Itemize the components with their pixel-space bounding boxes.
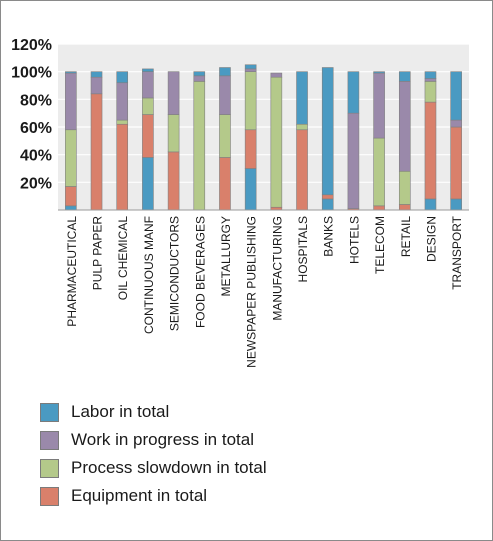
bar-segment bbox=[116, 82, 129, 121]
bar-segment bbox=[142, 68, 154, 72]
x-tick-label: TRANSPORT bbox=[450, 215, 464, 289]
bar-segment bbox=[90, 93, 103, 211]
bar-segment bbox=[193, 75, 206, 82]
bar-segment bbox=[142, 71, 154, 99]
bar-segment bbox=[142, 97, 154, 115]
bar-segment bbox=[270, 72, 283, 78]
x-tick-label: TELECOM bbox=[373, 216, 387, 274]
legend-label: Labor in total bbox=[71, 402, 170, 421]
legend-swatch bbox=[40, 430, 59, 450]
y-tick-label: 80% bbox=[20, 92, 52, 109]
x-tick-label: FOOD BEVERAGES bbox=[193, 216, 207, 328]
bar-segment bbox=[65, 129, 77, 187]
bar-segment bbox=[321, 67, 334, 196]
bar-segment bbox=[244, 168, 257, 211]
y-tick-labels: 20% 40% 60% 80% 100% 120% bbox=[11, 37, 52, 192]
x-tick-label: METALLURGY bbox=[219, 216, 233, 296]
bar-segment bbox=[424, 81, 437, 103]
bar-segment bbox=[193, 71, 206, 77]
bar-segment bbox=[244, 68, 257, 72]
bar-segment bbox=[373, 72, 385, 139]
y-tick-label: 40% bbox=[20, 148, 52, 165]
bar-segment bbox=[116, 119, 129, 125]
legend-swatch bbox=[40, 458, 59, 478]
bar-segment bbox=[296, 71, 308, 125]
bar-segment bbox=[142, 157, 154, 211]
bar-segment bbox=[296, 129, 308, 211]
bar-segment bbox=[65, 72, 77, 131]
bar-segment bbox=[116, 123, 129, 211]
bar-segment bbox=[373, 205, 385, 211]
bar-segment bbox=[398, 170, 411, 205]
y-tick-label: 100% bbox=[11, 65, 52, 82]
bar-segment bbox=[450, 198, 462, 211]
bar-segment bbox=[219, 114, 231, 158]
bar-segment bbox=[90, 71, 103, 78]
bar-segment bbox=[424, 198, 437, 211]
x-tick-label: SEMICONDUCTORS bbox=[168, 216, 182, 331]
bar-segment bbox=[347, 71, 360, 114]
bar-segment bbox=[450, 126, 462, 200]
bar-segment bbox=[167, 151, 180, 211]
bar-segment bbox=[65, 205, 77, 211]
bar-segment bbox=[193, 81, 206, 211]
bar-segment bbox=[296, 123, 308, 131]
legend-label: Work in progress in total bbox=[71, 430, 254, 449]
legend-item: Process slowdown in total bbox=[40, 454, 480, 482]
x-tick-label: HOSPITALS bbox=[296, 216, 310, 282]
legend-label: Equipment in total bbox=[71, 486, 208, 505]
legend-item: Equipment in total bbox=[40, 482, 480, 510]
bar-segment bbox=[398, 81, 411, 172]
x-tick-labels: PHARMACEUTICAL PULP PAPER OIL CHEMICAL CONT… bbox=[65, 215, 464, 367]
bar-segment bbox=[270, 76, 283, 208]
bar-segment bbox=[65, 186, 77, 207]
x-tick-label: DESIGN bbox=[424, 216, 438, 262]
bar-segment bbox=[219, 67, 231, 77]
y-tick-label: 120% bbox=[11, 37, 52, 54]
bar-segment bbox=[373, 137, 385, 207]
bar-segment bbox=[244, 71, 257, 131]
legend-swatch bbox=[40, 402, 59, 422]
y-tick-label: 60% bbox=[20, 120, 52, 137]
x-tick-label: RETAIL bbox=[399, 216, 413, 257]
x-tick-label: PHARMACEUTICAL bbox=[65, 216, 79, 327]
bar-segment bbox=[398, 71, 411, 82]
bar-segment bbox=[424, 78, 437, 82]
x-tick-label: HOTELS bbox=[347, 216, 361, 264]
x-tick-label: MANUFACTURING bbox=[270, 216, 284, 321]
x-tick-label: CONTINUOUS MANF bbox=[142, 216, 156, 334]
legend-swatch bbox=[40, 486, 59, 506]
bar-segment bbox=[424, 101, 437, 200]
bar-segment bbox=[321, 194, 334, 200]
bar-segment bbox=[347, 112, 360, 209]
bar-segment bbox=[219, 157, 231, 211]
bar-segment bbox=[219, 75, 231, 115]
y-tick-label: 20% bbox=[20, 175, 52, 192]
bar-segment bbox=[450, 71, 462, 121]
legend: Labor in total Work in progress in total… bbox=[40, 398, 480, 510]
bar-segment bbox=[398, 204, 411, 211]
bar-segment bbox=[167, 114, 180, 153]
stacked-bar-chart: 20% 40% 60% 80% 100% 120% PHARMACEUTICAL PULP … bbox=[11, 37, 469, 368]
bar-segment bbox=[450, 119, 462, 128]
bars bbox=[65, 64, 462, 211]
bar-segment bbox=[244, 129, 257, 169]
bar-segment bbox=[424, 71, 437, 79]
bar-segment bbox=[373, 71, 385, 74]
bar-segment bbox=[167, 71, 180, 115]
legend-label: Process slowdown in total bbox=[71, 458, 267, 477]
bar-segment bbox=[90, 76, 103, 95]
x-tick-label: PULP PAPER bbox=[91, 216, 105, 291]
bar-segment bbox=[244, 64, 257, 70]
bar-segment bbox=[321, 198, 334, 211]
legend-item: Labor in total bbox=[40, 398, 480, 426]
bar-segment bbox=[116, 71, 129, 84]
x-tick-label: NEWSPAPER PUBLISHING bbox=[245, 216, 259, 368]
bar-segment bbox=[65, 71, 77, 74]
x-tick-label: OIL CHEMICAL bbox=[116, 216, 130, 301]
bar-segment bbox=[142, 114, 154, 158]
legend-item: Work in progress in total bbox=[40, 426, 480, 454]
x-tick-label: BANKS bbox=[322, 216, 336, 257]
